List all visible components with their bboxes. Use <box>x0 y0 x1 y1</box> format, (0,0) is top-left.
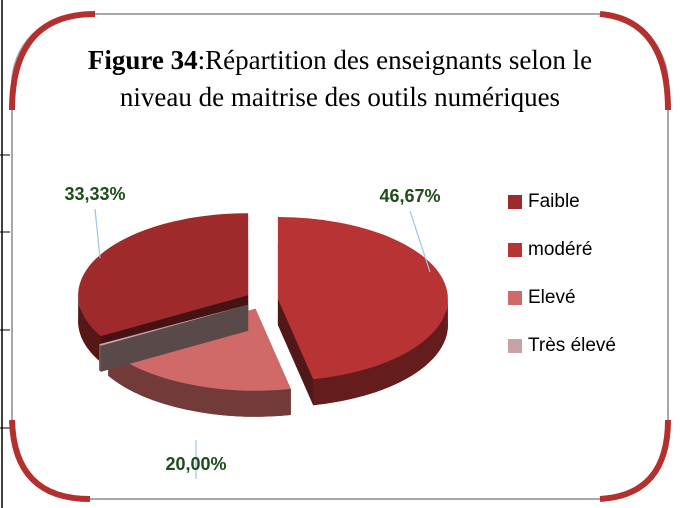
legend-swatch <box>508 195 522 209</box>
figure-label: Figure 34 <box>87 45 198 75</box>
slice <box>99 304 249 346</box>
frame-corner <box>9 419 91 502</box>
chart-title: Figure 34:Répartition des enseignants se… <box>85 42 595 116</box>
legend-swatch <box>508 243 522 257</box>
legend-swatch <box>508 291 522 305</box>
legend-label: Elevé <box>528 287 576 308</box>
frame-corner <box>599 11 671 111</box>
legend-swatch <box>508 339 522 353</box>
frame-corner <box>9 11 96 111</box>
value-label: 33,33% <box>64 184 125 204</box>
leader-line <box>409 210 431 273</box>
leader-line <box>94 208 101 259</box>
legend-label: modéré <box>528 239 592 260</box>
legend-label: Très élevé <box>528 335 616 356</box>
frame-corner <box>599 419 671 502</box>
value-label: 20,00% <box>165 454 226 474</box>
legend-label: Faible <box>528 191 580 212</box>
slice <box>277 216 448 380</box>
slice-edge <box>277 298 314 406</box>
value-label: 46,67% <box>379 186 440 206</box>
slice-wall <box>313 298 448 406</box>
slice-edge <box>99 304 249 371</box>
frame <box>11 13 669 500</box>
slice-wall <box>108 349 291 417</box>
title-text: :Répartition des enseignants selon le ni… <box>119 45 593 112</box>
slice-wall <box>78 295 101 363</box>
slice <box>78 213 249 337</box>
slice-wall <box>99 344 101 372</box>
